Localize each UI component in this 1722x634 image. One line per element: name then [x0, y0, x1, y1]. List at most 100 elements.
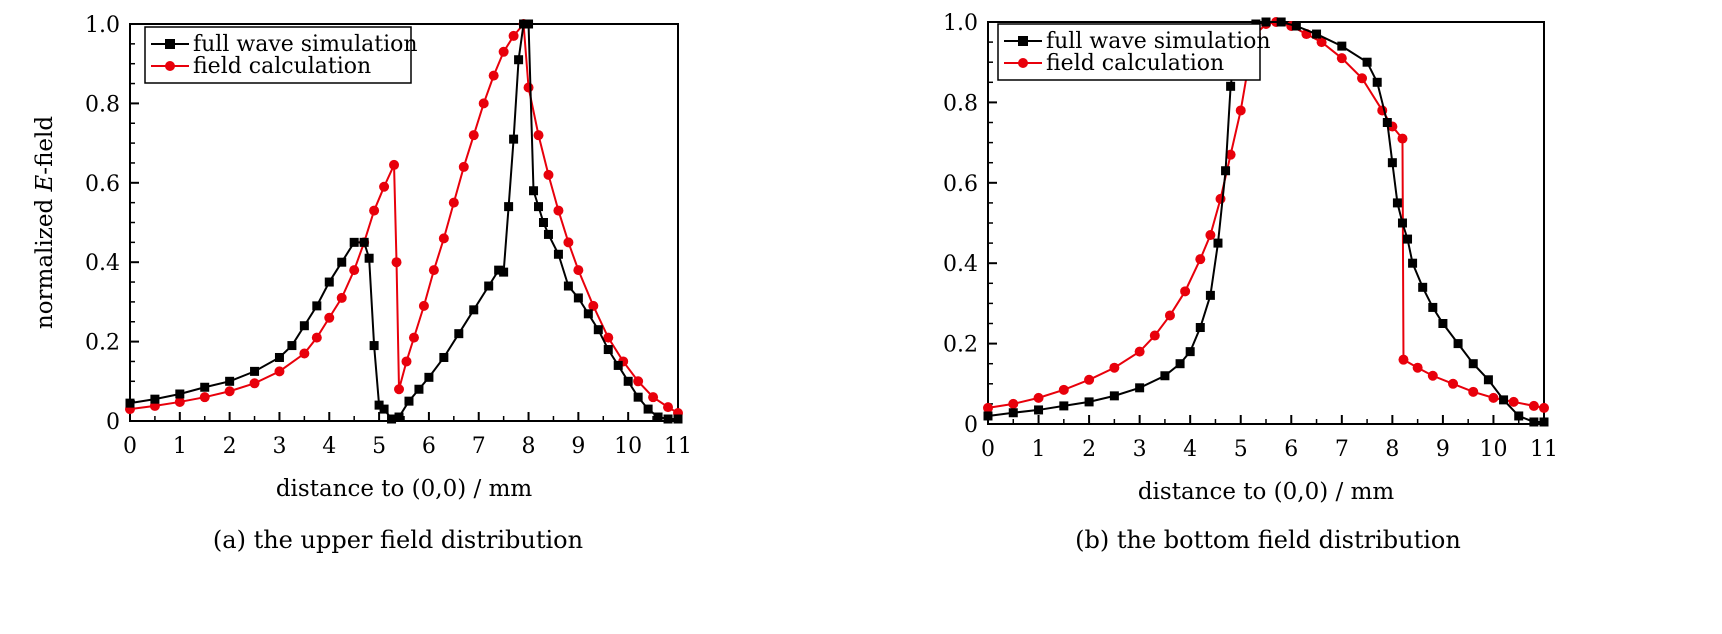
chart-b-data-point-square [1372, 77, 1382, 87]
chart-b-x-tick-label: 3 [1133, 437, 1147, 462]
chart-a-data-point-circle [174, 396, 185, 407]
chart-a-x-tick-label: 8 [522, 434, 536, 459]
chart-a-data-point-circle [663, 402, 674, 413]
chart-b-y-tick-label: 1.0 [943, 11, 978, 36]
chart-a-x-tick-label: 11 [664, 434, 692, 459]
chart-a-x-tick-label: 0 [123, 434, 137, 459]
chart-b-data-point-square [1008, 408, 1018, 418]
chart-b-x-tick-label: 4 [1183, 437, 1197, 462]
chart-b-x-tick-label: 2 [1082, 437, 1096, 462]
chart-b-legend-marker-circle [1018, 58, 1028, 68]
chart-a-data-point-square [633, 392, 643, 402]
chart-b-data-point-square [1468, 359, 1478, 369]
chart-b-x-tick-label: 9 [1436, 437, 1450, 462]
chart-b-legend-box [997, 23, 1261, 81]
chart-b-data-point-square [1438, 319, 1448, 328]
chart-b-data-point-circle [1134, 346, 1145, 357]
chart-b-x-tick-label: 7 [1335, 437, 1349, 462]
chart-a-data-point-square [593, 325, 603, 335]
chart-b-data-point-circle [1008, 398, 1019, 409]
chart-b-svg: 0 1 2 3 4 5 6 7 8 9 10 11 0 0.2 0.4 0.6 0.8 1.0 distance t… [883, 11, 1558, 554]
chart-a-data-point-square [613, 360, 623, 370]
chart-a-data-point-square [514, 55, 524, 65]
chart-a-data-point-square [553, 249, 563, 259]
chart-b-y-tick-label: 0.8 [943, 91, 978, 116]
chart-a-data-point-square [379, 404, 389, 414]
chart-a-y-tick-label: 0 [106, 410, 120, 435]
chart-b-data-point-square [1059, 401, 1069, 411]
chart-b-data-point-square [1483, 375, 1493, 385]
chart-b-data-point-square [1109, 391, 1119, 401]
chart-a-data-point-square [369, 341, 379, 351]
chart-b-data-point-circle [1336, 53, 1347, 64]
chart-b-data-point-square [1397, 218, 1407, 228]
chart-a-data-point-circle [401, 356, 412, 367]
chart-b-data-point-circle [1316, 37, 1327, 48]
chart-a-x-tick-label: 7 [472, 434, 486, 459]
chart-b-data-point-square [1539, 417, 1549, 427]
chart-a-caption: (a) the upper field distribution [213, 526, 583, 554]
chart-a-data-point-square [394, 412, 404, 422]
chart-a-data-point-circle [299, 348, 310, 359]
chart-b-data-point-square [1418, 282, 1428, 292]
chart-a-data-point-square [125, 398, 135, 408]
chart-a-data-point-circle [648, 392, 659, 403]
chart-a-data-point-square [663, 414, 673, 424]
chart-b-data-point-circle [1058, 384, 1069, 395]
chart-b-y-tick-label: 0.4 [943, 252, 978, 277]
chart-a-x-tick-label: 4 [322, 434, 336, 459]
chart-a-data-point-square [225, 376, 235, 386]
chart-a-data-point-square [623, 376, 633, 386]
chart-a-data-point-circle [438, 233, 449, 244]
chart-b-data-point-square [1185, 347, 1195, 357]
chart-a-legend-marker-square [165, 39, 175, 49]
chart-a-data-point-square [603, 345, 613, 355]
chart-b-data-point-circle [1195, 254, 1206, 265]
chart-a-data-point-circle [418, 300, 429, 311]
chart-a-data-point-circle [488, 70, 499, 81]
chart-b-data-point-circle [1164, 310, 1175, 321]
chart-a-data-point-square [299, 321, 309, 331]
chart-a-data-point-circle [224, 386, 235, 397]
chart-b-data-point-circle [1528, 400, 1539, 411]
chart-b-data-point-circle [1398, 354, 1409, 365]
chart-b-data-point-square [1382, 118, 1392, 127]
chart-b-data-point-square [1084, 397, 1094, 407]
chart-a-y-label-italic: E [32, 174, 58, 192]
chart-a-data-point-square [387, 414, 397, 424]
chart-b-data-point-square [1408, 258, 1418, 268]
chart-b-series-line-0 [987, 21, 1544, 423]
chart-a-data-point-square [287, 341, 297, 351]
chart-a-data-point-circle [523, 82, 534, 93]
chart-a-y-tick-label: 0.2 [85, 331, 120, 356]
chart-a-data-point-circle [389, 159, 400, 170]
chart-a-data-point-square [524, 19, 534, 29]
chart-a-data-point-square [337, 257, 347, 267]
chart-a-y-axis-label: normalized E-field [32, 116, 58, 330]
chart-b-data-point-circle [1109, 362, 1120, 373]
chart-a-data-point-circle [468, 130, 479, 141]
chart-a-x-axis-label: distance to (0,0) / mm [276, 476, 533, 502]
chart-b-data-point-circle [1397, 133, 1408, 144]
chart-a-data-point-square [374, 400, 384, 410]
chart-a-svg: 0 1 2 3 4 5 6 7 8 9 10 11 0 0.2 0.4 0.6 0.8 1.0 distance t… [32, 13, 692, 554]
chart-a-data-point-square [534, 202, 544, 212]
chart-a-data-point-square [643, 404, 653, 414]
chart-b-data-point-square [1337, 41, 1347, 51]
chart-b-legend-marker-square [1018, 36, 1028, 46]
chart-b-data-point-square [1453, 339, 1463, 349]
chart-a-data-point-circle [391, 257, 402, 268]
chart-b-x-tick-label: 10 [1479, 437, 1507, 462]
chart-a-x-tick-label: 6 [422, 434, 436, 459]
chart-b-data-point-circle [1215, 193, 1226, 204]
chart-a-data-point-square [529, 186, 539, 196]
chart-b-data-point-circle [1488, 392, 1499, 403]
chart-a-data-point-circle [379, 181, 390, 192]
chart-b-data-point-circle [1427, 370, 1438, 381]
chart-b-data-point-square [1175, 359, 1185, 369]
chart-b-x-axis-label: distance to (0,0) / mm [1138, 479, 1395, 505]
chart-a-x-tick-label: 2 [223, 434, 237, 459]
chart-a-data-point-circle [563, 237, 574, 248]
chart-a-data-point-circle [478, 98, 489, 109]
chart-a-data-point-circle [394, 384, 405, 395]
